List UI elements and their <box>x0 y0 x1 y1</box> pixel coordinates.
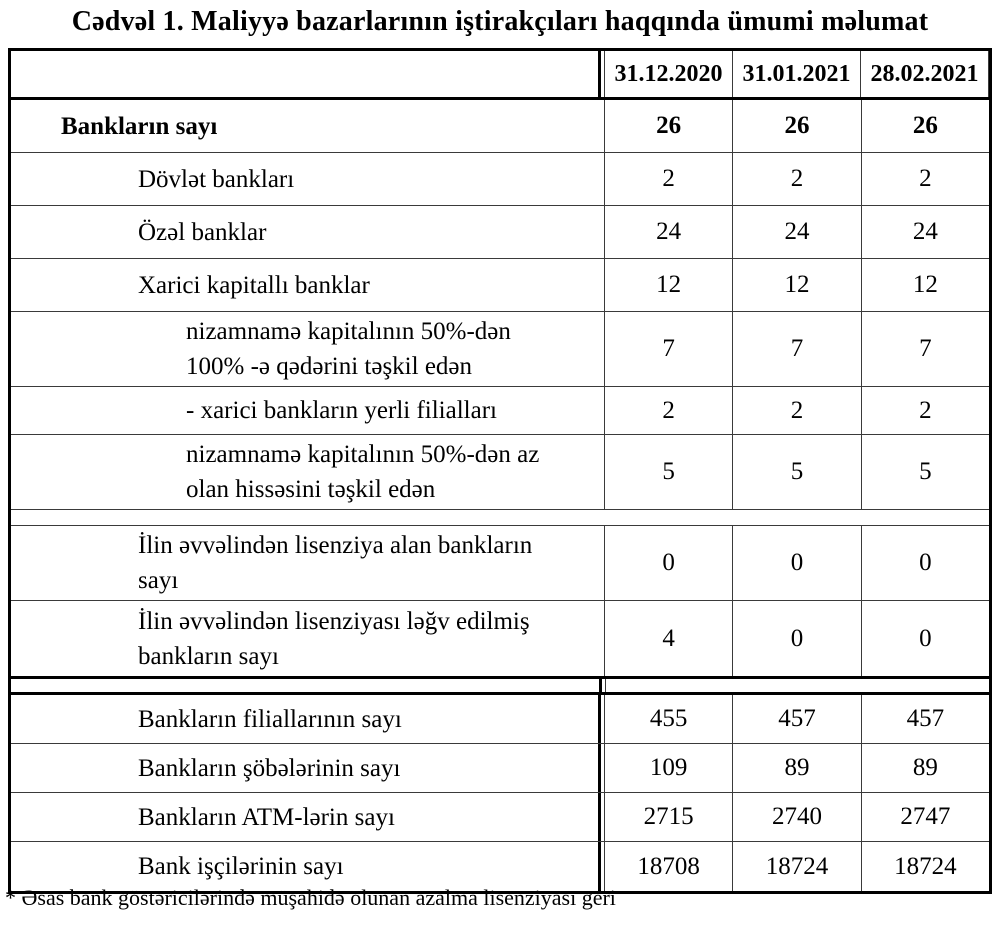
row-value: 89 <box>733 744 862 792</box>
row-value: 455 <box>605 695 734 743</box>
table-row: Bankların sayı 26 26 26 <box>11 100 989 153</box>
row-value: 2747 <box>900 803 951 830</box>
row-label-line: nizamnamə kapitalının 50%-dən <box>186 318 511 345</box>
row-value: 5 <box>919 458 932 485</box>
row-label-line: İlin əvvəlindən lisenziya alan bankların <box>138 532 533 559</box>
row-value: 2 <box>733 153 862 205</box>
row-label: Bankların şöbələrinin sayı <box>11 744 605 792</box>
row-label-line: İlin əvvəlindən lisenziyası ləğv edilmiş <box>138 607 530 635</box>
row-label-line: bankların sayı <box>138 642 279 670</box>
row-value: 2 <box>733 387 862 434</box>
row-label: Bank işçilərinin sayı <box>11 842 605 891</box>
row-label: Bankların ATM-lərin sayı <box>11 793 605 841</box>
row-value: 4 <box>605 601 734 676</box>
table-header-row: 31.12.2020 31.01.2021 28.02.2021 <box>11 51 989 100</box>
row-value: 0 <box>919 624 932 652</box>
row-value: 18708 <box>605 842 734 891</box>
row-value: 89 <box>912 754 938 781</box>
table-row: nizamnamə kapitalının 50%-dən az olan his… <box>11 435 989 510</box>
row-label: Dövlət bankları <box>11 153 605 205</box>
row-label: Xarici kapitallı banklar <box>11 259 605 311</box>
row-value: 2 <box>919 165 932 192</box>
row-label-line: nizamnamə kapitalının 50%-dən az <box>186 441 540 468</box>
row-value: 18724 <box>733 842 862 891</box>
table-row: Bank işçilərinin sayı 18708 18724 18724 <box>11 842 989 891</box>
row-value: 2740 <box>733 793 862 841</box>
table-section-banks: Bankların sayı 26 26 26 Dövlət bankları 2 2 2 Öz… <box>11 100 989 676</box>
row-value: 24 <box>733 206 862 258</box>
row-value: 457 <box>906 705 945 732</box>
row-value: 2 <box>919 396 932 424</box>
header-date-column-2: 31.01.2021 <box>733 51 861 97</box>
row-value: 2715 <box>605 793 734 841</box>
row-value: 12 <box>912 271 938 298</box>
row-label: nizamnamə kapitalının 50%-dən 100% -ə qəd… <box>11 312 605 386</box>
row-label: Bankların sayı <box>11 100 605 152</box>
table-row: Dövlət bankları 2 2 2 <box>11 153 989 206</box>
row-value: 2 <box>605 153 734 205</box>
row-label: İlin əvvəlindən lisenziya alan bankların… <box>11 526 605 600</box>
table-section-infrastructure: Bankların filiallarının sayı 455 457 457 Ban… <box>11 692 989 891</box>
row-value: 5 <box>733 435 862 509</box>
row-label: nizamnamə kapitalının 50%-dən az olan his… <box>11 435 605 509</box>
table-row: Bankların ATM-lərin sayı 2715 2740 2747 <box>11 793 989 842</box>
row-value: 457 <box>733 695 862 743</box>
row-label: - xarici bankların yerli filialları <box>11 387 605 434</box>
row-value: 26 <box>912 112 938 139</box>
row-value: 0 <box>605 526 734 600</box>
footnote: * Əsas bank göstəricilərində müşahidə ol… <box>5 885 616 910</box>
row-value: 24 <box>912 218 938 245</box>
row-value: 109 <box>605 744 734 792</box>
table-row: Bankların filiallarının sayı 455 457 457 <box>11 695 989 744</box>
table-row: İlin əvvəlindən lisenziyası ləğv edilmiş… <box>11 601 989 676</box>
row-value: 12 <box>605 259 734 311</box>
row-value: 7 <box>605 312 734 386</box>
spacer-row <box>11 510 989 526</box>
row-label: Özəl banklar <box>11 206 605 258</box>
table-row: nizamnamə kapitalının 50%-dən 100% -ə qəd… <box>11 312 989 387</box>
row-label: Bankların filiallarının sayı <box>11 695 605 743</box>
table-row: Xarici kapitallı banklar 12 12 12 <box>11 259 989 312</box>
row-label: İlin əvvəlindən lisenziyası ləğv edilmiş… <box>11 601 605 676</box>
row-value: 26 <box>605 100 734 152</box>
row-value: 26 <box>733 100 862 152</box>
header-date-column-3: 28.02.2021 <box>861 51 989 97</box>
row-value: 7 <box>919 335 932 362</box>
row-value: 5 <box>605 435 734 509</box>
data-table: 31.12.2020 31.01.2021 28.02.2021 Banklar… <box>8 48 992 894</box>
header-empty-cell <box>11 51 605 97</box>
header-date-column-1: 31.12.2020 <box>605 51 733 97</box>
table-row: - xarici bankların yerli filialları 2 2 2 <box>11 387 989 435</box>
table-row: Bankların şöbələrinin sayı 109 89 89 <box>11 744 989 793</box>
row-value: 7 <box>733 312 862 386</box>
row-label-line: 100% -ə qədərini təşkil edən <box>186 353 473 380</box>
row-value: 2 <box>605 387 734 434</box>
section-divider <box>11 676 989 692</box>
table-title: Cədvəl 1. Maliyyə bazarlarının iştirakçı… <box>71 6 929 37</box>
table-row: İlin əvvəlindən lisenziya alan bankların… <box>11 526 989 601</box>
row-value: 12 <box>733 259 862 311</box>
row-label-line: sayı <box>138 567 179 594</box>
table-row: Özəl banklar 24 24 24 <box>11 206 989 259</box>
row-value: 24 <box>605 206 734 258</box>
row-value: 18724 <box>894 852 957 880</box>
row-label-line: olan hissəsini təşkil edən <box>186 476 436 503</box>
row-value: 0 <box>919 549 932 576</box>
row-value: 0 <box>733 601 862 676</box>
row-value: 0 <box>733 526 862 600</box>
